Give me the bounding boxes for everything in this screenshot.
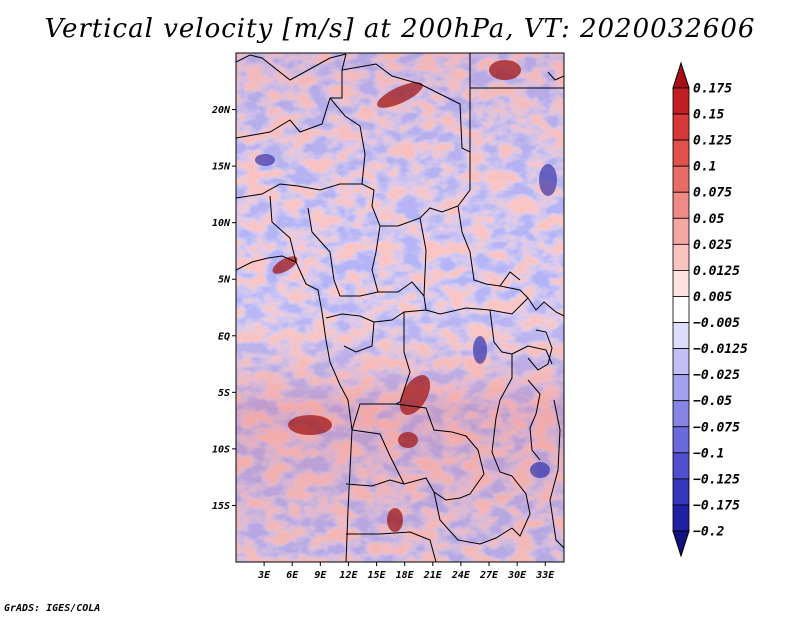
colorbar-label: 0.05 [693,212,724,227]
colorbar-label: 0.15 [693,108,724,123]
y-tick-label: 10S [212,444,230,455]
x-tick-label: 30E [507,570,527,581]
y-tick-label: 5N [218,275,231,286]
colorbar-swatch [672,478,690,506]
x-tick-label: 33E [535,570,555,581]
grads-credit: GrADS: IGES/COLA [4,603,101,614]
colorbar-swatch [672,87,690,115]
x-tick-label: 3E [257,570,271,581]
colorbar-swatch [672,296,690,323]
colorbar-top-arrow [672,61,690,89]
colorbar-bottom-arrow [672,530,690,558]
colorbar-label: 0.025 [693,238,732,253]
x-tick-label: 24E [451,570,471,581]
colorbar-swatch [672,243,690,271]
x-tick-label: 21E [423,570,443,581]
colorbar-label: 0.125 [693,134,732,149]
strong-ascent-patches [272,60,521,532]
colorbar-swatch [672,504,690,532]
colorbar-label: −0.0125 [693,342,748,357]
colorbar-swatch [672,270,690,297]
colorbar-label: −0.05 [693,394,732,409]
plot-frame [235,52,565,563]
colorbar-label: −0.125 [693,472,740,487]
colorbar-swatch [672,139,690,167]
colorbar-swatch [672,165,690,193]
colorbar-swatch [672,113,690,141]
colorbar-label: −0.005 [693,316,740,331]
y-tick-label: 15N [212,162,231,173]
colorbar-swatch [672,374,690,402]
x-axis: 3E 6E 9E 12E 15E 18E 21E 24E 27E 30E 33E [257,562,555,581]
colorbar-swatch [672,400,690,428]
x-tick-label: 15E [368,570,387,581]
colorbar-swatch [672,322,690,349]
colorbar-label: −0.1 [693,446,724,461]
colorbar-label: 0.075 [693,186,732,201]
y-tick-label: 10N [212,218,231,229]
x-tick-label: 12E [339,570,358,581]
colorbar-swatch [672,217,690,245]
colorbar-label: 0.005 [693,290,732,305]
colorbar-label: −0.025 [693,368,740,383]
x-tick-label: 6E [286,570,299,581]
colorbar-label: 0.1 [693,160,716,175]
y-tick-label: 20N [211,105,231,116]
colorbar-swatch [672,348,690,376]
strong-descent-patches [255,154,557,478]
colorbar: 0.175 0.15 0.125 0.1 0.075 0.05 0.025 0.0125 0.0… [672,61,748,558]
chart-title: Vertical velocity [m/s] at 200hPa, VT: 2… [44,14,756,44]
y-tick-label: EQ [218,331,230,342]
colorbar-label: −0.175 [693,498,740,513]
y-tick-label: 5S [218,388,230,399]
colorbar-label: 0.175 [693,82,732,97]
vertical-velocity-field [236,53,564,562]
x-tick-label: 18E [396,570,415,581]
colorbar-label: 0.0125 [693,264,740,279]
y-axis: 20N 15N 10N 5N EQ 5S 10S 15S [211,105,236,512]
colorbar-label: −0.075 [693,420,740,435]
y-tick-label: 15S [212,501,230,512]
colorbar-label: −0.2 [693,525,724,540]
x-tick-label: 27E [479,570,499,581]
colorbar-swatch [672,452,690,480]
x-tick-label: 9E [314,570,327,581]
country-borders [236,53,564,562]
colorbar-swatch [672,426,690,454]
colorbar-swatch [672,191,690,219]
